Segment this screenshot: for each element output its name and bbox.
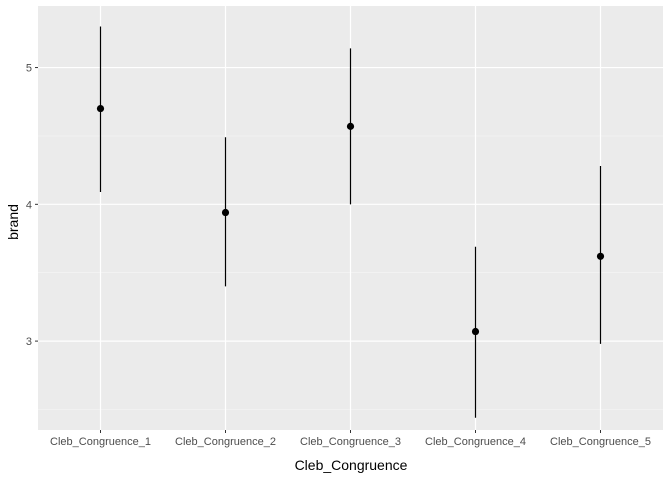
data-point: [471, 327, 480, 336]
x-tick-label: Cleb_Congruence_3: [300, 436, 401, 448]
x-axis-title: Cleb_Congruence: [295, 457, 408, 473]
axes: 3 4 5 Cleb_Congruence_1 Cleb_Congruence_2 Cle…: [26, 63, 651, 448]
x-tick-label: Cleb_Congruence_4: [425, 436, 526, 448]
data-point: [96, 104, 105, 113]
y-tick-label: 4: [26, 199, 32, 211]
x-tick-label: Cleb_Congruence_1: [50, 436, 151, 448]
y-tick-label: 5: [26, 63, 32, 75]
x-tick-label: Cleb_Congruence_5: [550, 436, 651, 448]
x-tick-label: Cleb_Congruence_2: [175, 436, 276, 448]
y-axis-title: brand: [5, 204, 21, 240]
data-marks: [96, 26, 605, 418]
data-point: [596, 252, 605, 260]
y-tick-label: 3: [26, 336, 32, 348]
data-point: [221, 208, 230, 217]
data-point: [346, 122, 355, 130]
